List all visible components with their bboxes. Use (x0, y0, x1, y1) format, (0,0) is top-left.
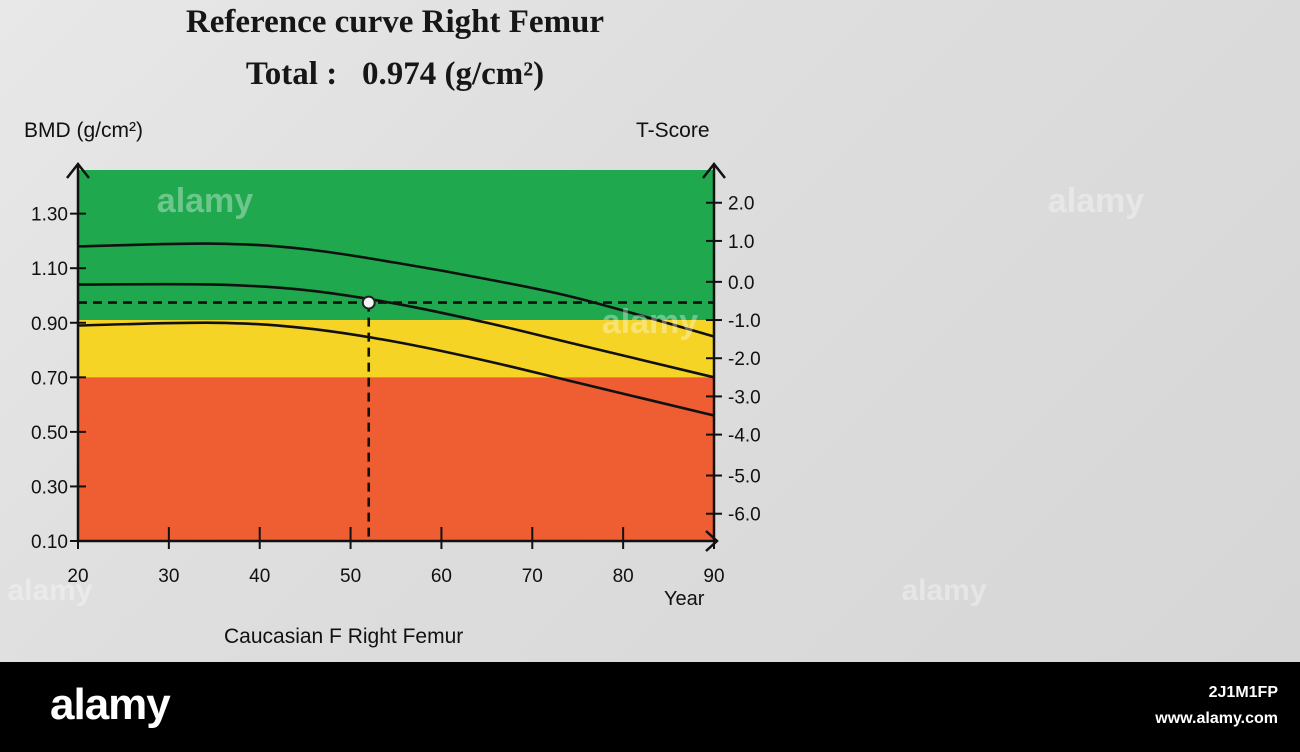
chart-title: Reference curve Right Femur (185, 4, 605, 40)
band-osteopenia (78, 320, 714, 378)
footer-url: www.alamy.com (1155, 710, 1278, 727)
axes: 0.10 0.30 0.50 0.70 0.90 1.10 1.30 2.0 1.0 0.0 -1.… (31, 161, 761, 587)
chart-caption: Caucasian F Right Femur (224, 625, 464, 648)
t-tick-label: -2.0 (728, 349, 761, 370)
watermark-text: alamy (7, 574, 92, 607)
t-tick-label: -3.0 (728, 387, 761, 408)
lower-reference-curve (77, 321, 715, 417)
patient-marker-group (78, 295, 714, 541)
reference-curve-chart: 0.10 0.30 0.50 0.70 0.90 1.10 1.30 2.0 1.0 0.0 -1.… (7, 161, 1144, 607)
y-tick-label: 1.10 (31, 259, 68, 280)
total-label: Total : (245, 56, 338, 92)
patient-point (361, 295, 376, 310)
right-axis-arrow (702, 161, 726, 179)
x-tick-label: 30 (158, 566, 179, 587)
y-tick-label: 0.70 (31, 368, 68, 389)
x-tick-label: 40 (249, 566, 270, 587)
watermark-text: alamy (157, 182, 253, 220)
x-tick-label: 20 (67, 566, 88, 587)
t-tick-label: -5.0 (728, 467, 761, 488)
t-tick-label: -1.0 (728, 311, 761, 332)
x-tick-label: 80 (613, 566, 634, 587)
y-tick-label: 0.50 (31, 423, 68, 444)
t-tick-label: 0.0 (728, 273, 754, 294)
alamy-logo: alamy (50, 680, 171, 729)
risk-bands (78, 170, 714, 541)
y-tick-label: 0.10 (31, 532, 68, 553)
watermark-text: alamy (901, 574, 986, 607)
y-tick-label: 0.90 (31, 314, 68, 335)
upper-reference-curve (77, 242, 715, 338)
t-tick-label: 2.0 (728, 194, 754, 215)
x-tick-label: 60 (431, 566, 452, 587)
x-tick-label: 90 (703, 566, 724, 587)
band-osteoporosis (78, 377, 714, 541)
y-tick-label: 1.30 (31, 205, 68, 226)
x-tick-label: 70 (522, 566, 543, 587)
left-axis-arrow (66, 161, 90, 179)
image-id: 2J1M1FP (1208, 684, 1278, 701)
watermark-text: alamy (1048, 182, 1144, 220)
t-tick-label: -4.0 (728, 426, 761, 447)
t-tick-label: -6.0 (728, 505, 761, 526)
x-axis-label: Year (664, 588, 705, 610)
watermark-text: alamy (602, 303, 698, 341)
y-axis-label-tscore: T-Score (636, 119, 710, 142)
y-axis-label-bmd: BMD (g/cm²) (24, 119, 143, 142)
total-value: 0.974 (g/cm²) (361, 56, 545, 92)
y-tick-label: 0.30 (31, 477, 68, 498)
t-tick-label: 1.0 (728, 232, 754, 253)
chart-subtitle: Total : 0.974 (g/cm²) (0, 56, 790, 93)
footer-bar: alamy 2J1M1FP www.alamy.com (0, 662, 1300, 752)
x-axis-arrow (705, 530, 719, 552)
watermarks: alamy alamy alamy alamy alamy (7, 182, 1144, 607)
x-tick-label: 50 (340, 566, 361, 587)
